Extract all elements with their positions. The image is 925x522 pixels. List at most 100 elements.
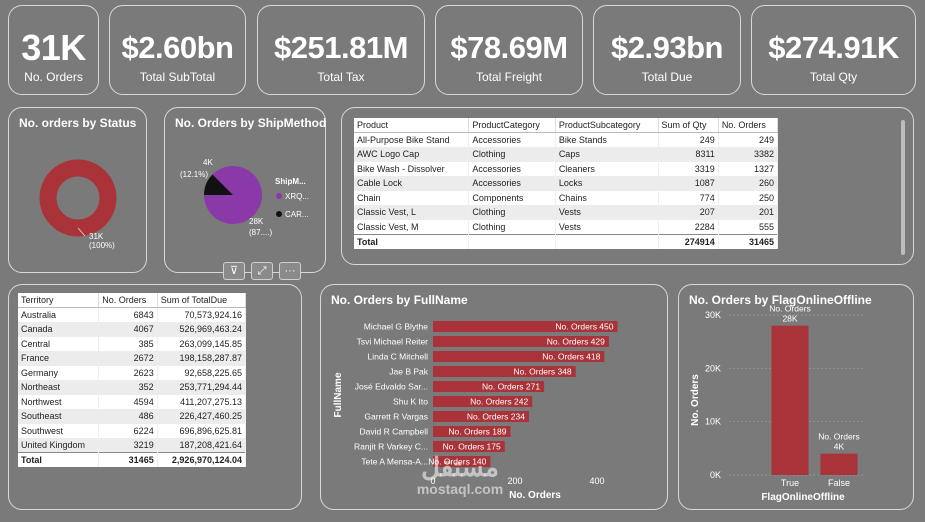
- filter-icon[interactable]: ⊽: [223, 262, 245, 280]
- table-row[interactable]: Cable Lock Accessories Locks 1087 260: [354, 176, 779, 191]
- kpi-card-freight[interactable]: $78.69M Total Freight: [435, 5, 583, 95]
- table-cell: Accessories: [468, 176, 556, 191]
- pie-slice[interactable]: [204, 174, 233, 195]
- y-tick-label: 10K: [705, 417, 721, 427]
- table-cell: 260: [718, 176, 779, 191]
- kpi-card-tax[interactable]: $251.81M Total Tax: [257, 5, 425, 95]
- table-row[interactable]: All-Purpose Bike Stand Accessories Bike St…: [354, 132, 779, 147]
- table-row[interactable]: Southwest 6224 696,896,625.81: [18, 423, 247, 438]
- bar[interactable]: [433, 411, 529, 422]
- total-cell: Total: [354, 233, 470, 249]
- bar[interactable]: [433, 321, 618, 332]
- kpi-value: $2.60bn: [121, 30, 234, 65]
- table-row[interactable]: France 2672 198,158,287.87: [18, 351, 247, 366]
- fullname-chart-card[interactable]: No. Orders by FullName Michael G Blythe N…: [320, 284, 668, 510]
- table-row[interactable]: Classic Vest, M Clothing Vests 2284 555: [354, 219, 779, 234]
- bar[interactable]: [433, 396, 533, 407]
- column-header[interactable]: Product: [354, 118, 470, 133]
- table-scrollbar[interactable]: [901, 120, 905, 255]
- table-row[interactable]: Chain Components Chains 774 250: [354, 190, 779, 205]
- total-cell: 274914: [658, 233, 719, 249]
- product-table-card[interactable]: Product ProductCategory ProductSubcategory…: [341, 107, 914, 265]
- bar[interactable]: [433, 456, 491, 467]
- column-header[interactable]: ProductSubcategory: [555, 118, 659, 133]
- table-cell: 4594: [98, 394, 158, 409]
- bar[interactable]: [433, 381, 545, 392]
- flag-chart-title: No. Orders by FlagOnlineOffline: [689, 293, 872, 307]
- column-header[interactable]: ProductCategory: [468, 118, 556, 133]
- status-chart-title: No. orders by Status: [19, 116, 137, 130]
- bar-data-label: No. Orders 189: [448, 427, 506, 437]
- y-axis-title: No. Orders: [690, 374, 701, 426]
- column-bar[interactable]: [771, 325, 809, 475]
- table-row[interactable]: Canada 4067 526,969,463.24: [18, 322, 247, 337]
- legend-marker: [276, 193, 282, 199]
- table-cell: 263,099,145.85: [157, 336, 247, 351]
- shipmethod-pie-chart: 4K (12.1%) 28K (87....) ShipM... XRQ... …: [180, 158, 309, 237]
- table-cell: Locks: [555, 176, 659, 191]
- table-row[interactable]: Southeast 486 226,427,460.25: [18, 409, 247, 424]
- table-row[interactable]: Australia 6843 70,573,924.16: [18, 307, 247, 322]
- shipmethod-chart-card[interactable]: No. Orders by ShipMethod 4K (12.1%) 28K …: [164, 107, 326, 273]
- more-options-icon[interactable]: ···: [279, 262, 301, 280]
- bar[interactable]: [433, 366, 576, 377]
- bar[interactable]: [433, 351, 605, 362]
- table-cell: AWC Logo Cap: [354, 147, 470, 162]
- table-cell: Classic Vest, L: [354, 205, 470, 220]
- table-row[interactable]: Bike Wash - Dissolver Accessories Cleaners…: [354, 161, 779, 176]
- table-cell: 207: [658, 205, 719, 220]
- column-header[interactable]: Sum of TotalDue: [157, 293, 247, 308]
- table-row[interactable]: United Kingdom 3219 187,208,421.64: [18, 438, 247, 453]
- kpi-card-due[interactable]: $2.93bn Total Due: [593, 5, 741, 95]
- legend-item-car[interactable]: CAR...: [285, 210, 309, 219]
- y-tick-label: 0K: [710, 470, 721, 480]
- territory-table: Territory No. Orders Sum of TotalDue Austr…: [18, 293, 247, 467]
- flag-chart-card[interactable]: No. Orders by FlagOnlineOffline 30K 20K 10…: [678, 284, 914, 510]
- table-row[interactable]: Northwest 4594 411,207,275.13: [18, 394, 247, 409]
- territory-table-card[interactable]: Territory No. Orders Sum of TotalDue Austr…: [8, 284, 302, 510]
- kpi-card-qty[interactable]: $274.91K Total Qty: [751, 5, 916, 95]
- bar[interactable]: [433, 441, 505, 452]
- column-header[interactable]: No. Orders: [718, 118, 779, 133]
- table-cell: 8311: [658, 147, 719, 162]
- category-label: José Edvaldo Sar...: [355, 382, 428, 392]
- table-cell: 4067: [98, 322, 158, 337]
- bar[interactable]: [433, 426, 511, 437]
- bar-data-label: No. Orders 418: [542, 352, 600, 362]
- category-label: Tete A Mensa-A...: [361, 457, 428, 467]
- bar-data-value: 4K: [834, 442, 845, 452]
- bar[interactable]: [433, 336, 609, 347]
- column-header[interactable]: Territory: [18, 293, 100, 308]
- table-cell: 249: [718, 132, 779, 147]
- table-row[interactable]: AWC Logo Cap Clothing Caps 8311 3382: [354, 147, 779, 162]
- x-axis-title: No. Orders: [509, 490, 561, 501]
- focus-mode-icon[interactable]: ⤢: [251, 262, 273, 280]
- column-header[interactable]: No. Orders: [98, 293, 158, 308]
- category-label: Tsvi Michael Reiter: [357, 337, 428, 347]
- pie-label-small: 4K: [203, 158, 213, 167]
- table-row[interactable]: Classic Vest, L Clothing Vests 207 201: [354, 205, 779, 220]
- table-row[interactable]: Central 385 263,099,145.85: [18, 336, 247, 351]
- status-chart-card[interactable]: No. orders by Status 31K (100%): [8, 107, 147, 273]
- column-header[interactable]: Sum of Qty: [658, 118, 719, 133]
- shipmethod-chart-title: No. Orders by ShipMethod: [175, 116, 327, 130]
- table-cell: Central: [18, 336, 100, 351]
- table-cell: 696,896,625.81: [157, 423, 247, 438]
- kpi-card-subtotal[interactable]: $2.60bn Total SubTotal: [109, 5, 246, 95]
- kpi-value: $78.69M: [450, 30, 568, 65]
- table-cell: 198,158,287.87: [157, 351, 247, 366]
- table-row[interactable]: Germany 2623 92,658,225.65: [18, 365, 247, 380]
- bar-data-value: 28K: [782, 314, 797, 324]
- column-bar[interactable]: [820, 453, 858, 475]
- x-axis-title: FlagOnlineOffline: [761, 492, 845, 503]
- legend-item-xrq[interactable]: XRQ...: [285, 192, 309, 201]
- table-cell: 6843: [98, 307, 158, 322]
- table-row[interactable]: Northeast 352 253,771,294.44: [18, 380, 247, 395]
- donut-slice[interactable]: [39, 159, 117, 237]
- table-cell: 92,658,225.65: [157, 365, 247, 380]
- kpi-card-orders[interactable]: 31K No. Orders: [8, 5, 99, 95]
- table-cell: 385: [98, 336, 158, 351]
- table-cell: 201: [718, 205, 779, 220]
- table-cell: 2623: [98, 365, 158, 380]
- bar-data-label: No. Orders: [769, 304, 811, 314]
